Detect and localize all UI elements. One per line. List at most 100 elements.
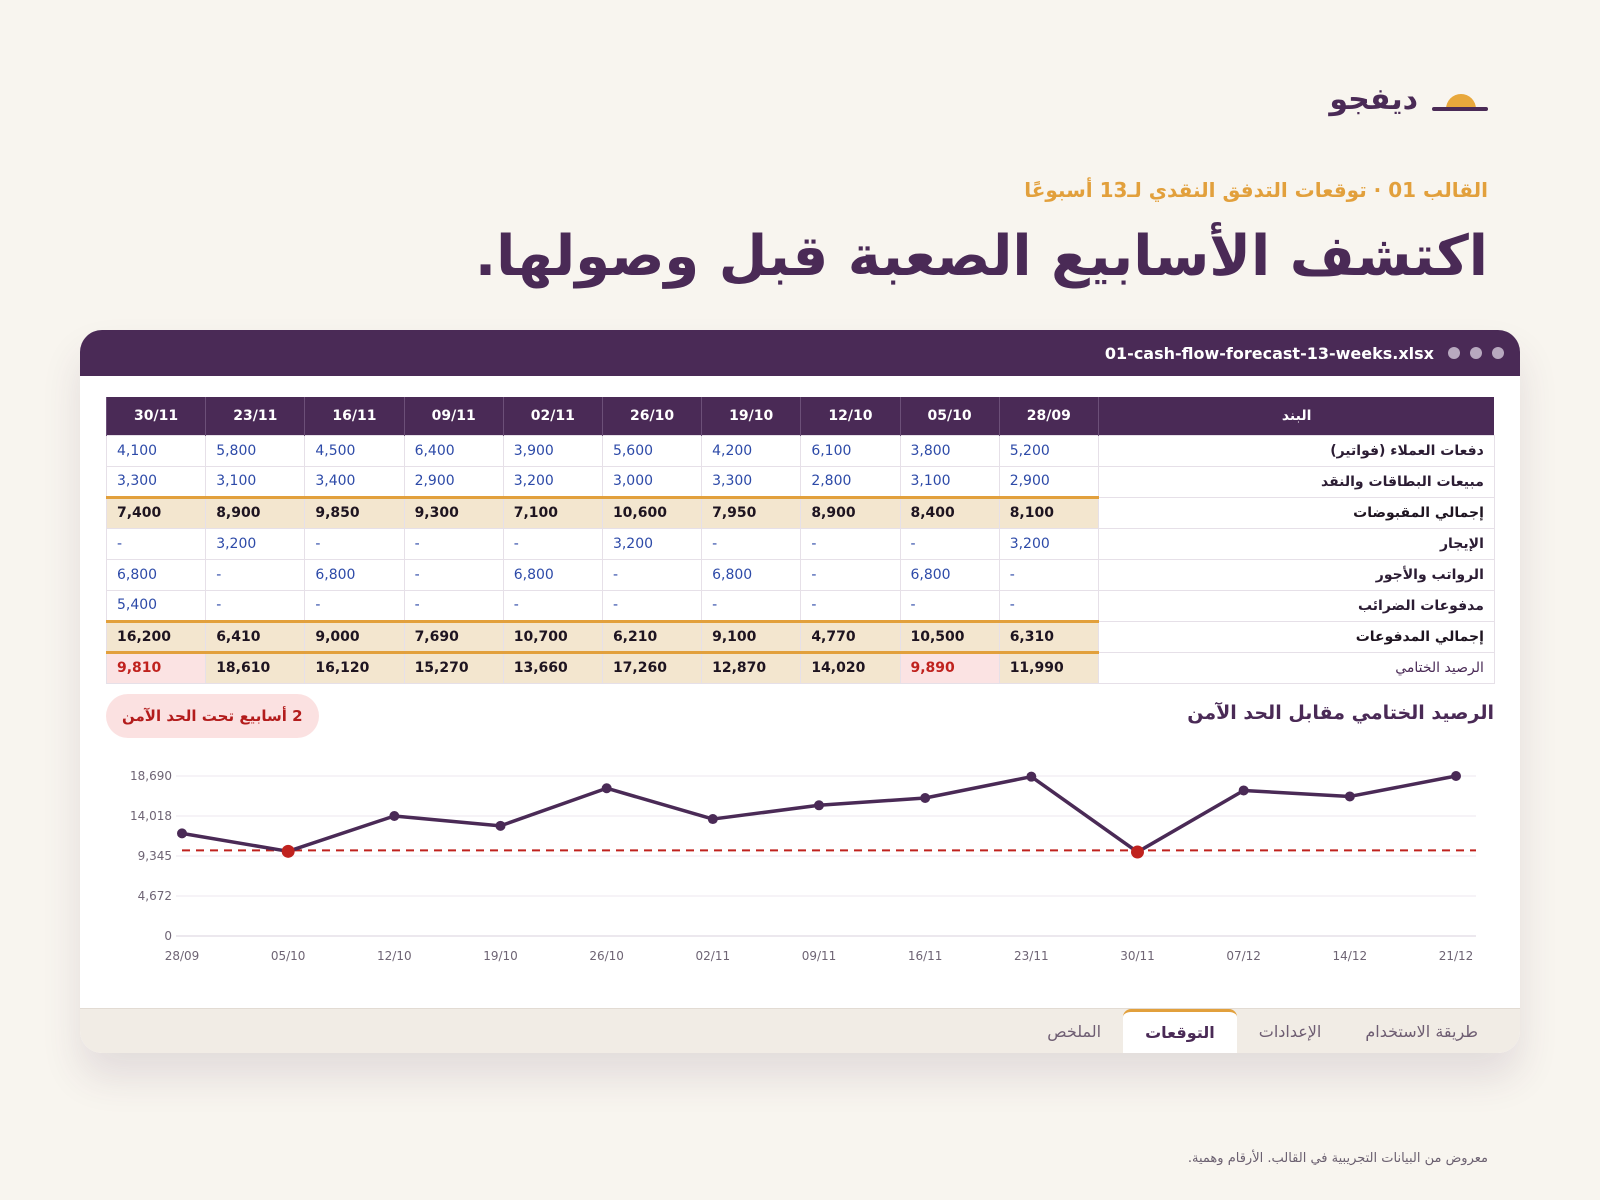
table-cell[interactable]: -: [800, 589, 901, 622]
table-cell[interactable]: 17,260: [601, 650, 703, 684]
table-cell[interactable]: 7,100: [502, 495, 603, 529]
table-cell[interactable]: 5,200: [998, 434, 1099, 467]
table-cell[interactable]: 3,300: [105, 465, 207, 498]
table-cell[interactable]: 6,800: [105, 558, 207, 591]
table-cell[interactable]: 11,990: [998, 650, 1099, 684]
table-cell[interactable]: 8,900: [800, 495, 901, 529]
table-cell[interactable]: -: [205, 558, 306, 591]
table-cell[interactable]: -: [403, 589, 504, 622]
table-cell[interactable]: 10,700: [502, 619, 603, 653]
column-header-week[interactable]: 05/10: [899, 397, 1000, 435]
row-label[interactable]: مدفوعات الضرائب: [1097, 589, 1495, 622]
table-cell[interactable]: 16,200: [105, 619, 207, 653]
table-cell[interactable]: 8,900: [205, 495, 306, 529]
table-cell[interactable]: -: [601, 589, 703, 622]
row-label[interactable]: الرصيد الختامي: [1097, 651, 1495, 684]
table-cell[interactable]: -: [800, 558, 901, 591]
table-cell[interactable]: -: [899, 589, 1000, 622]
table-cell[interactable]: 3,900: [502, 434, 603, 467]
table-cell[interactable]: 6,800: [701, 558, 802, 591]
table-cell[interactable]: 3,200: [205, 527, 306, 560]
row-label[interactable]: إجمالي المقبوضات: [1097, 496, 1495, 529]
column-header-week[interactable]: 09/11: [403, 397, 504, 435]
column-header-week[interactable]: 23/11: [205, 397, 305, 435]
table-cell[interactable]: 2,800: [800, 465, 901, 498]
table-cell[interactable]: 3,200: [998, 527, 1099, 560]
table-cell[interactable]: 4,770: [800, 619, 901, 653]
table-cell[interactable]: -: [998, 589, 1099, 622]
table-cell[interactable]: 9,300: [403, 495, 504, 529]
table-cell[interactable]: 8,400: [899, 495, 1000, 529]
table-cell[interactable]: 4,500: [304, 434, 405, 467]
table-cell[interactable]: 6,410: [205, 619, 306, 653]
table-cell[interactable]: -: [899, 527, 1000, 560]
table-cell[interactable]: 3,100: [205, 465, 306, 498]
table-cell[interactable]: 6,800: [899, 558, 1000, 591]
table-cell[interactable]: -: [998, 558, 1099, 591]
table-cell[interactable]: 6,100: [800, 434, 901, 467]
table-cell[interactable]: 6,800: [502, 558, 603, 591]
column-header-week[interactable]: 12/10: [800, 397, 900, 435]
table-cell[interactable]: -: [601, 558, 703, 591]
table-cell[interactable]: 4,100: [105, 434, 207, 467]
table-cell[interactable]: -: [502, 589, 603, 622]
table-cell[interactable]: 9,810: [105, 650, 207, 684]
table-cell[interactable]: -: [502, 527, 603, 560]
table-cell[interactable]: 3,100: [899, 465, 1000, 498]
table-cell[interactable]: 14,020: [800, 650, 901, 684]
table-cell[interactable]: 13,660: [502, 650, 603, 684]
window-dot-icon[interactable]: [1492, 347, 1504, 359]
table-cell[interactable]: 9,890: [899, 650, 1000, 684]
table-cell[interactable]: 10,600: [601, 495, 703, 529]
tab-sheet[interactable]: طريقة الاستخدام: [1365, 1021, 1478, 1041]
column-header-label[interactable]: البند: [1097, 397, 1495, 435]
column-header-week[interactable]: 16/11: [304, 397, 405, 435]
table-cell[interactable]: 7,690: [403, 619, 504, 653]
row-label[interactable]: دفعات العملاء (فواتير): [1097, 434, 1495, 467]
tab-sheet[interactable]: الملخص: [1047, 1021, 1102, 1041]
table-cell[interactable]: 4,200: [701, 434, 802, 467]
table-cell[interactable]: 18,610: [205, 650, 306, 684]
table-cell[interactable]: 3,200: [502, 465, 603, 498]
window-dot-icon[interactable]: [1470, 347, 1482, 359]
column-header-week[interactable]: 26/10: [601, 397, 702, 435]
table-cell[interactable]: 2,900: [403, 465, 504, 498]
column-header-week[interactable]: 19/10: [701, 397, 801, 435]
table-cell[interactable]: 15,270: [403, 650, 504, 684]
table-cell[interactable]: 6,310: [998, 619, 1099, 653]
tab-sheet[interactable]: الإعدادات: [1258, 1021, 1322, 1041]
table-cell[interactable]: -: [403, 558, 504, 591]
table-cell[interactable]: -: [205, 589, 306, 622]
table-cell[interactable]: -: [701, 527, 802, 560]
table-cell[interactable]: 3,400: [304, 465, 405, 498]
table-cell[interactable]: 6,800: [304, 558, 405, 591]
table-cell[interactable]: 16,120: [304, 650, 405, 684]
tab-sheet[interactable]: التوقعات: [1123, 1009, 1237, 1053]
table-cell[interactable]: -: [105, 527, 207, 560]
table-cell[interactable]: 9,000: [304, 619, 405, 653]
row-label[interactable]: الرواتب والأجور: [1097, 558, 1495, 591]
row-label[interactable]: إجمالي المدفوعات: [1097, 620, 1495, 653]
table-cell[interactable]: 3,300: [701, 465, 802, 498]
table-cell[interactable]: 3,800: [899, 434, 1000, 467]
table-cell[interactable]: 5,400: [105, 589, 207, 622]
table-cell[interactable]: 2,900: [998, 465, 1099, 498]
table-cell[interactable]: 5,600: [601, 434, 703, 467]
table-cell[interactable]: -: [403, 527, 504, 560]
table-cell[interactable]: 6,400: [403, 434, 504, 467]
table-cell[interactable]: -: [800, 527, 901, 560]
table-cell[interactable]: -: [701, 589, 802, 622]
table-cell[interactable]: 3,200: [601, 527, 703, 560]
table-cell[interactable]: -: [304, 527, 405, 560]
table-cell[interactable]: 9,100: [701, 619, 802, 653]
table-cell[interactable]: 12,870: [701, 650, 802, 684]
column-header-week[interactable]: 28/09: [998, 397, 1099, 435]
table-cell[interactable]: 7,950: [701, 495, 802, 529]
window-dot-icon[interactable]: [1448, 347, 1460, 359]
row-label[interactable]: الإيجار: [1097, 527, 1495, 560]
table-cell[interactable]: 3,000: [601, 465, 703, 498]
table-cell[interactable]: 8,100: [998, 495, 1099, 529]
table-cell[interactable]: 9,850: [304, 495, 405, 529]
table-cell[interactable]: 6,210: [601, 619, 703, 653]
table-cell[interactable]: 10,500: [899, 619, 1000, 653]
